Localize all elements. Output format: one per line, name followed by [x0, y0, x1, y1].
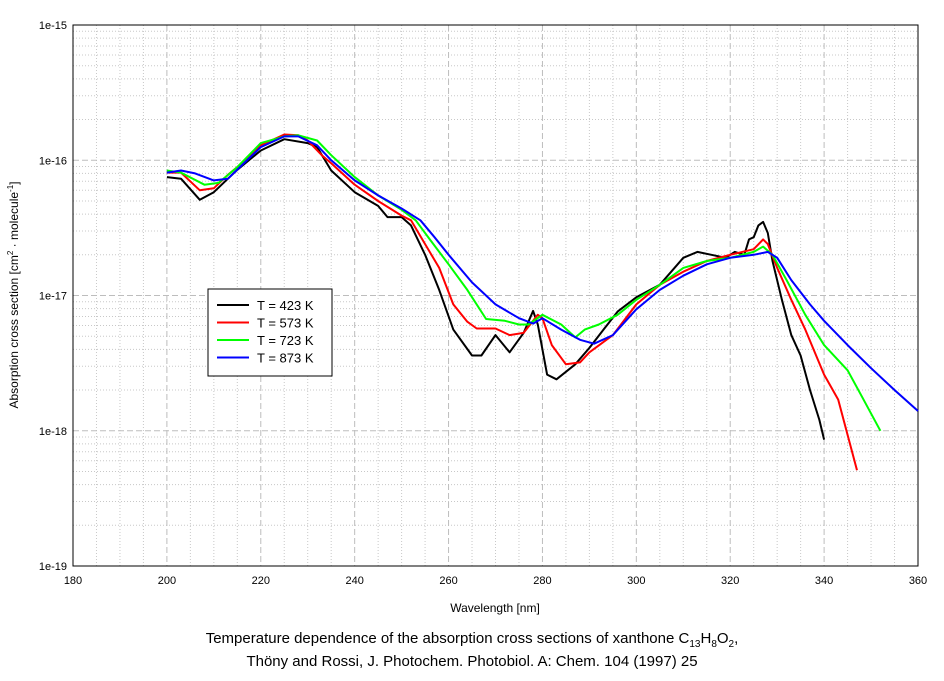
x-tick-label: 360 [909, 575, 927, 587]
legend-label: T = 573 K [257, 316, 314, 331]
caption-line-2: Thöny and Rossi, J. Photochem. Photobiol… [246, 653, 698, 670]
legend-box [207, 288, 333, 377]
caption-line-1: Temperature dependence of the absorption… [205, 630, 739, 650]
x-tick-label: 260 [439, 575, 457, 587]
grid [73, 25, 918, 566]
x-tick-label: 200 [158, 575, 176, 587]
series-line-573k [166, 133, 858, 471]
series-lines [166, 133, 919, 471]
x-tick-label: 280 [533, 575, 551, 587]
x-tick-label: 320 [721, 575, 739, 587]
y-tick-label: 1e-16 [39, 155, 67, 167]
x-axis-label: Wavelength [nm] [450, 601, 540, 615]
x-tick-label: 180 [64, 575, 82, 587]
x-tick-label: 220 [252, 575, 270, 587]
legend-label: T = 423 K [257, 298, 314, 313]
y-tick-label: 1e-18 [39, 426, 67, 438]
y-axis-label: Absorption cross section [cm2 · molecule… [6, 181, 21, 408]
tick-labels: 180 200 220 240 260 280 300 320 340 360 1e-19 1e-18… [39, 20, 927, 587]
y-tick-label: 1e-15 [39, 20, 67, 32]
plot-frame [72, 24, 919, 567]
x-tick-label: 340 [815, 575, 833, 587]
legend-label: T = 723 K [257, 333, 314, 348]
x-tick-label: 240 [345, 575, 363, 587]
series-line-873k [166, 135, 919, 412]
legend: T = 423 K T = 573 K T = 723 K T = 873 K [207, 288, 333, 377]
y-tick-label: 1e-19 [39, 561, 67, 573]
series-line-723k [166, 134, 882, 432]
x-tick-label: 300 [627, 575, 645, 587]
y-tick-label: 1e-17 [39, 291, 67, 303]
legend-label: T = 873 K [257, 351, 314, 366]
